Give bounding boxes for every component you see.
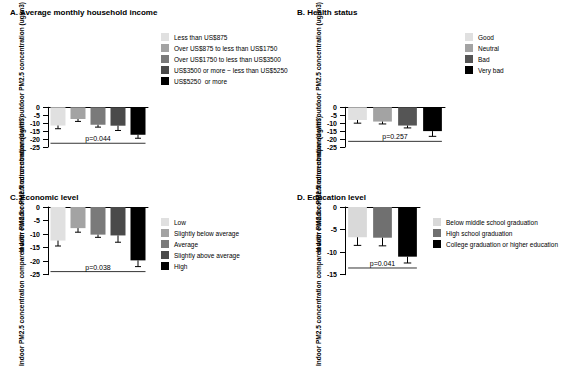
svg-text:-10: -10 (30, 231, 40, 238)
svg-text:p=0.041: p=0.041 (370, 260, 396, 268)
svg-text:-15: -15 (327, 271, 337, 278)
svg-text:-5: -5 (34, 217, 40, 224)
svg-text:0: 0 (333, 204, 337, 211)
svg-text:Bad: Bad (478, 56, 490, 63)
svg-text:0: 0 (36, 104, 40, 111)
svg-text:p=0.257: p=0.257 (382, 133, 408, 141)
svg-text:-25: -25 (30, 271, 40, 278)
svg-text:p=0.044: p=0.044 (85, 135, 111, 143)
svg-text:US$5250 or more: US$5250 or more (174, 78, 227, 85)
svg-text:-10: -10 (327, 249, 337, 256)
svg-text:Good: Good (478, 34, 494, 41)
svg-text:Over US$875 to less than US$17: Over US$875 to less than US$1750 (174, 45, 278, 52)
svg-text:-10: -10 (327, 120, 337, 127)
svg-text:-25: -25 (30, 144, 40, 151)
svg-text:C. Economic level: C. Economic level (10, 193, 78, 202)
svg-text:Low: Low (174, 219, 186, 226)
svg-text:Over US$1750 to less than US$3: Over US$1750 to less than US$3500 (174, 56, 281, 63)
svg-text:Indoor PM2.5 concentration com: Indoor PM2.5 concentration compared with… (315, 116, 323, 366)
svg-text:p=0.038: p=0.038 (85, 264, 111, 272)
svg-text:-15: -15 (327, 128, 337, 135)
svg-text:-10: -10 (30, 120, 40, 127)
svg-text:College graduation or higher e: College graduation or higher education (446, 241, 558, 249)
svg-text:0: 0 (36, 204, 40, 211)
svg-text:-25: -25 (327, 144, 337, 151)
svg-text:-20: -20 (30, 258, 40, 265)
svg-text:-20: -20 (327, 136, 337, 143)
svg-text:Slightly below average: Slightly below average (174, 230, 239, 238)
svg-text:Very bad: Very bad (478, 67, 504, 75)
svg-text:Neutral: Neutral (478, 45, 500, 52)
svg-text:-20: -20 (30, 136, 40, 143)
svg-text:0: 0 (333, 104, 337, 111)
svg-text:Less than US$875: Less than US$875 (174, 34, 228, 41)
svg-text:High school graduation: High school graduation (446, 230, 513, 238)
svg-text:Below middle school graduation: Below middle school graduation (446, 219, 538, 227)
svg-text:Indoor PM2.5 concentration com: Indoor PM2.5 concentration compared with… (18, 116, 26, 366)
svg-text:High: High (174, 263, 188, 271)
svg-text:D. Education level: D. Education level (297, 193, 366, 202)
svg-text:-15: -15 (30, 244, 40, 251)
svg-text:-5: -5 (331, 112, 337, 119)
svg-text:US$3500 or more ~ less than US: US$3500 or more ~ less than US$5250 (174, 67, 288, 74)
svg-text:Slightly above average: Slightly above average (174, 252, 240, 260)
svg-text:-15: -15 (30, 128, 40, 135)
svg-text:Average: Average (174, 241, 198, 249)
svg-text:-5: -5 (34, 112, 40, 119)
svg-text:-5: -5 (331, 226, 337, 233)
svg-text:B. Health status: B. Health status (297, 8, 358, 17)
svg-text:A. Average monthly household i: A. Average monthly household income (10, 8, 158, 17)
